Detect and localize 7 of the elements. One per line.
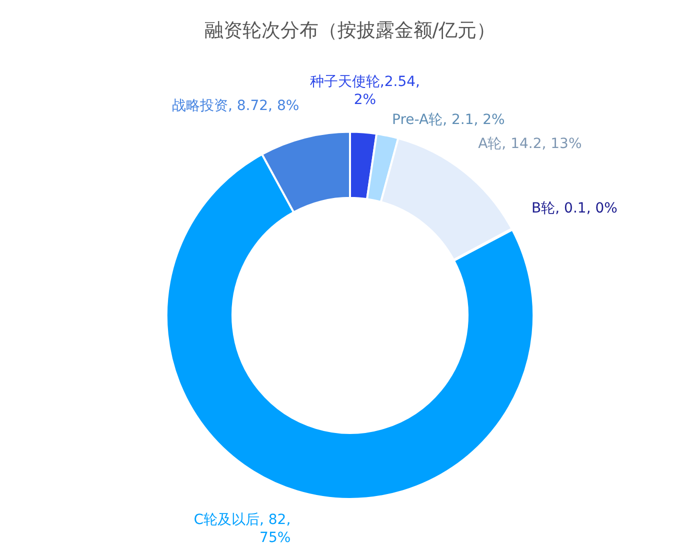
slice-label: 种子天使轮,2.54, 2%	[310, 74, 420, 108]
slice-label: C轮及以后, 82, 75%	[194, 512, 291, 546]
slice-label: A轮, 14.2, 13%	[478, 136, 582, 152]
slice-label: Pre-A轮, 2.1, 2%	[392, 112, 505, 128]
slice-label: B轮, 0.1, 0%	[532, 200, 618, 217]
slice-label: 战略投资, 8.72, 8%	[172, 98, 300, 114]
chart-title: 融资轮次分布（按披露金额/亿元）	[204, 19, 496, 42]
